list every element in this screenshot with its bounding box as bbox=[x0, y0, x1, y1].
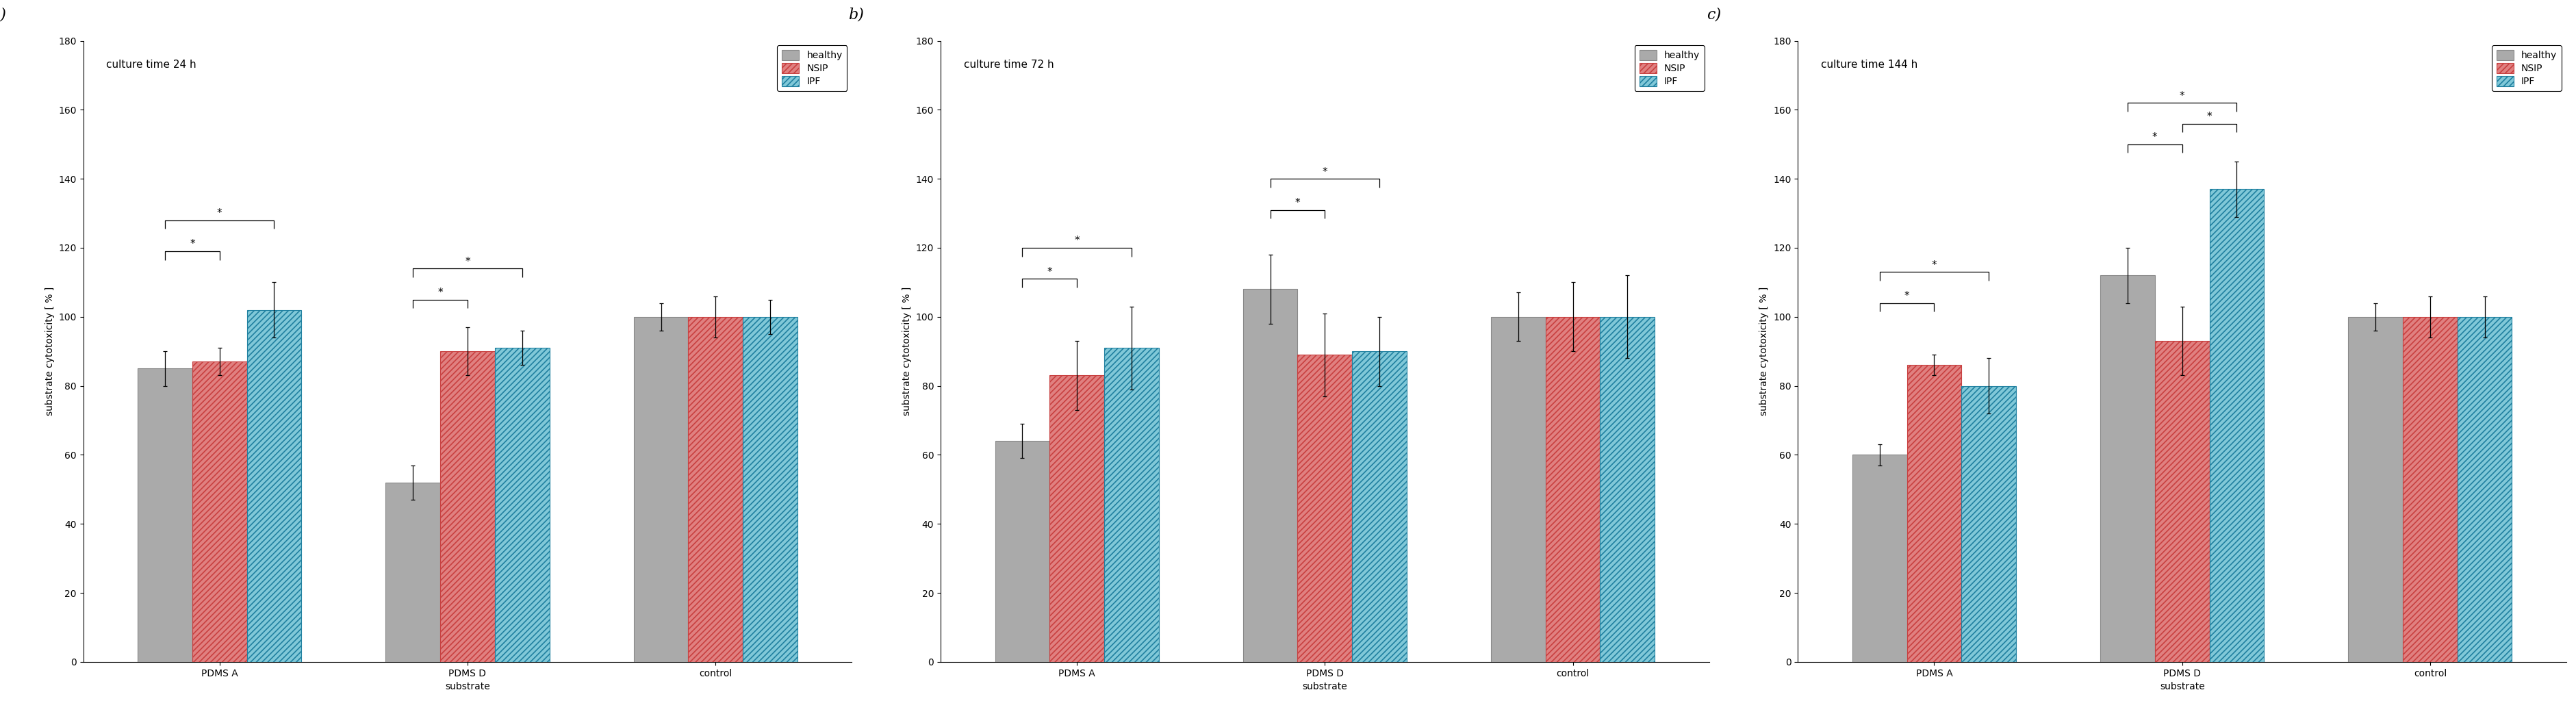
Text: *: * bbox=[1296, 198, 1301, 208]
Bar bbox=[495, 348, 549, 662]
Bar bbox=[2458, 317, 2512, 662]
Bar bbox=[1600, 317, 1654, 662]
Bar bbox=[386, 482, 440, 662]
Text: a): a) bbox=[0, 7, 5, 22]
Text: *: * bbox=[1932, 260, 1937, 270]
Bar bbox=[2099, 275, 2156, 662]
Y-axis label: substrate cytotoxicity [ % ]: substrate cytotoxicity [ % ] bbox=[44, 287, 54, 416]
Bar bbox=[193, 362, 247, 662]
Bar bbox=[1546, 317, 1600, 662]
Text: b): b) bbox=[848, 7, 863, 22]
X-axis label: substrate: substrate bbox=[1303, 682, 1347, 691]
Bar bbox=[1492, 317, 1546, 662]
Text: *: * bbox=[438, 287, 443, 298]
X-axis label: substrate: substrate bbox=[446, 682, 489, 691]
Bar bbox=[634, 317, 688, 662]
Text: culture time 144 h: culture time 144 h bbox=[1821, 60, 1917, 69]
Text: *: * bbox=[2179, 91, 2184, 101]
Text: *: * bbox=[464, 257, 471, 267]
Bar bbox=[2156, 341, 2210, 662]
Bar bbox=[2403, 317, 2458, 662]
Text: *: * bbox=[1321, 167, 1327, 177]
Text: *: * bbox=[2154, 132, 2159, 142]
Bar bbox=[440, 351, 495, 662]
Legend: healthy, NSIP, IPF: healthy, NSIP, IPF bbox=[2491, 46, 2561, 91]
Bar bbox=[742, 317, 799, 662]
Text: *: * bbox=[1904, 291, 1909, 301]
Bar bbox=[1244, 290, 1298, 662]
Y-axis label: substrate cytotoxicity [ % ]: substrate cytotoxicity [ % ] bbox=[1759, 287, 1770, 416]
Bar bbox=[2349, 317, 2403, 662]
Text: *: * bbox=[191, 239, 196, 250]
Bar bbox=[1960, 386, 2017, 662]
Bar bbox=[2210, 189, 2264, 662]
Text: *: * bbox=[2208, 111, 2213, 122]
Bar bbox=[1105, 348, 1159, 662]
Text: culture time 72 h: culture time 72 h bbox=[963, 60, 1054, 69]
Bar bbox=[137, 369, 193, 662]
Text: c): c) bbox=[1705, 7, 1721, 22]
Bar bbox=[1852, 455, 1906, 662]
Bar bbox=[688, 317, 742, 662]
Bar bbox=[1906, 365, 1960, 662]
Bar bbox=[247, 310, 301, 662]
Legend: healthy, NSIP, IPF: healthy, NSIP, IPF bbox=[778, 46, 848, 91]
Text: culture time 24 h: culture time 24 h bbox=[106, 60, 196, 69]
Bar bbox=[1298, 355, 1352, 662]
Bar bbox=[1352, 351, 1406, 662]
Text: *: * bbox=[1074, 236, 1079, 246]
X-axis label: substrate: substrate bbox=[2159, 682, 2205, 691]
Legend: healthy, NSIP, IPF: healthy, NSIP, IPF bbox=[1633, 46, 1705, 91]
Y-axis label: substrate cytotoxicity [ % ]: substrate cytotoxicity [ % ] bbox=[902, 287, 912, 416]
Bar bbox=[994, 441, 1048, 662]
Text: *: * bbox=[1046, 267, 1051, 277]
Text: *: * bbox=[216, 208, 222, 219]
Bar bbox=[1048, 376, 1105, 662]
